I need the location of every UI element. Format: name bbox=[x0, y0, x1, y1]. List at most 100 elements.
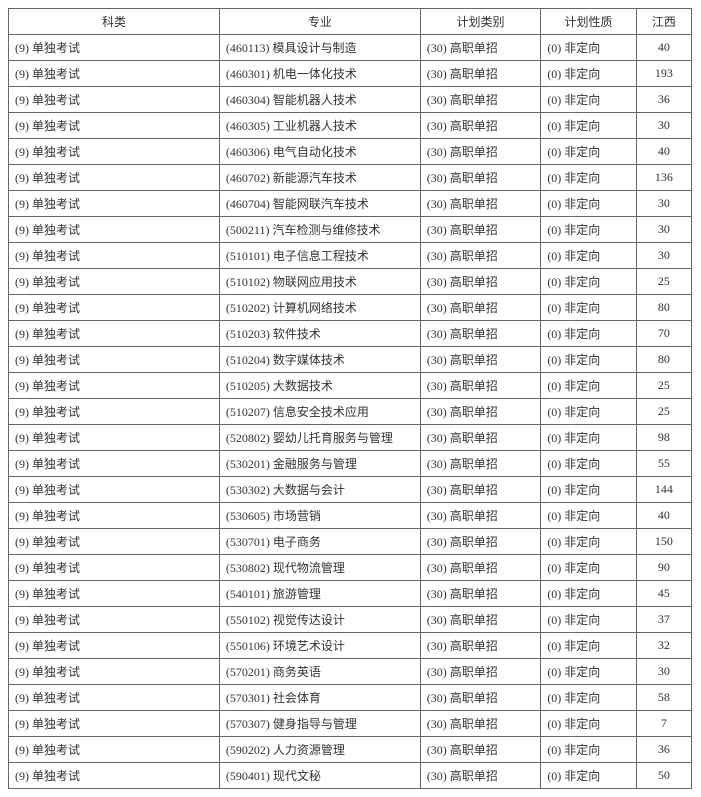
table-row: (9) 单独考试(460702) 新能源汽车技术(30) 高职单招(0) 非定向… bbox=[9, 165, 692, 191]
cell: (30) 高职单招 bbox=[420, 633, 541, 659]
cell: 30 bbox=[636, 191, 691, 217]
cell: (9) 单独考试 bbox=[9, 399, 220, 425]
cell: (9) 单独考试 bbox=[9, 373, 220, 399]
cell: 30 bbox=[636, 243, 691, 269]
cell: (30) 高职单招 bbox=[420, 477, 541, 503]
cell: (9) 单独考试 bbox=[9, 35, 220, 61]
cell: (0) 非定向 bbox=[541, 191, 636, 217]
cell: (30) 高职单招 bbox=[420, 399, 541, 425]
cell: (0) 非定向 bbox=[541, 373, 636, 399]
cell: (0) 非定向 bbox=[541, 555, 636, 581]
cell: 45 bbox=[636, 581, 691, 607]
cell: (0) 非定向 bbox=[541, 763, 636, 789]
cell: (9) 单独考试 bbox=[9, 477, 220, 503]
cell: (0) 非定向 bbox=[541, 659, 636, 685]
cell: (30) 高职单招 bbox=[420, 295, 541, 321]
cell: (0) 非定向 bbox=[541, 711, 636, 737]
cell: (0) 非定向 bbox=[541, 269, 636, 295]
cell: 40 bbox=[636, 35, 691, 61]
cell: 50 bbox=[636, 763, 691, 789]
col-header-subject: 科类 bbox=[9, 9, 220, 35]
cell: (0) 非定向 bbox=[541, 295, 636, 321]
cell: (520802) 婴幼儿托育服务与管理 bbox=[219, 425, 420, 451]
cell: (9) 单独考试 bbox=[9, 87, 220, 113]
cell: (30) 高职单招 bbox=[420, 373, 541, 399]
cell: (9) 单独考试 bbox=[9, 763, 220, 789]
table-row: (9) 单独考试(520802) 婴幼儿托育服务与管理(30) 高职单招(0) … bbox=[9, 425, 692, 451]
cell: (540101) 旅游管理 bbox=[219, 581, 420, 607]
cell: (0) 非定向 bbox=[541, 425, 636, 451]
table-row: (9) 单独考试(510101) 电子信息工程技术(30) 高职单招(0) 非定… bbox=[9, 243, 692, 269]
cell: (500211) 汽车检测与维修技术 bbox=[219, 217, 420, 243]
cell: (30) 高职单招 bbox=[420, 61, 541, 87]
cell: (0) 非定向 bbox=[541, 35, 636, 61]
cell: (9) 单独考试 bbox=[9, 607, 220, 633]
table-body: (9) 单独考试(460113) 模具设计与制造(30) 高职单招(0) 非定向… bbox=[9, 35, 692, 789]
cell: 80 bbox=[636, 347, 691, 373]
cell: 40 bbox=[636, 139, 691, 165]
table-row: (9) 单独考试(510102) 物联网应用技术(30) 高职单招(0) 非定向… bbox=[9, 269, 692, 295]
cell: (30) 高职单招 bbox=[420, 425, 541, 451]
table-row: (9) 单独考试(570301) 社会体育(30) 高职单招(0) 非定向58 bbox=[9, 685, 692, 711]
cell: (30) 高职单招 bbox=[420, 737, 541, 763]
cell: (9) 单独考试 bbox=[9, 555, 220, 581]
cell: (510203) 软件技术 bbox=[219, 321, 420, 347]
cell: (460704) 智能网联汽车技术 bbox=[219, 191, 420, 217]
cell: (9) 单独考试 bbox=[9, 217, 220, 243]
table-row: (9) 单独考试(530605) 市场营销(30) 高职单招(0) 非定向40 bbox=[9, 503, 692, 529]
cell: (460301) 机电一体化技术 bbox=[219, 61, 420, 87]
cell: (9) 单独考试 bbox=[9, 243, 220, 269]
col-header-major: 专业 bbox=[219, 9, 420, 35]
cell: (0) 非定向 bbox=[541, 477, 636, 503]
table-row: (9) 单独考试(540101) 旅游管理(30) 高职单招(0) 非定向45 bbox=[9, 581, 692, 607]
table-row: (9) 单独考试(530802) 现代物流管理(30) 高职单招(0) 非定向9… bbox=[9, 555, 692, 581]
cell: (530701) 电子商务 bbox=[219, 529, 420, 555]
table-row: (9) 单独考试(460704) 智能网联汽车技术(30) 高职单招(0) 非定… bbox=[9, 191, 692, 217]
cell: (9) 单独考试 bbox=[9, 425, 220, 451]
cell: 25 bbox=[636, 269, 691, 295]
table-row: (9) 单独考试(460113) 模具设计与制造(30) 高职单招(0) 非定向… bbox=[9, 35, 692, 61]
cell: (0) 非定向 bbox=[541, 581, 636, 607]
table-row: (9) 单独考试(510207) 信息安全技术应用(30) 高职单招(0) 非定… bbox=[9, 399, 692, 425]
cell: 193 bbox=[636, 61, 691, 87]
cell: (590202) 人力资源管理 bbox=[219, 737, 420, 763]
table-row: (9) 单独考试(550106) 环境艺术设计(30) 高职单招(0) 非定向3… bbox=[9, 633, 692, 659]
cell: (0) 非定向 bbox=[541, 347, 636, 373]
cell: (570201) 商务英语 bbox=[219, 659, 420, 685]
table-row: (9) 单独考试(510204) 数字媒体技术(30) 高职单招(0) 非定向8… bbox=[9, 347, 692, 373]
cell: (510205) 大数据技术 bbox=[219, 373, 420, 399]
cell: (510102) 物联网应用技术 bbox=[219, 269, 420, 295]
cell: (0) 非定向 bbox=[541, 737, 636, 763]
cell: 70 bbox=[636, 321, 691, 347]
cell: (510204) 数字媒体技术 bbox=[219, 347, 420, 373]
cell: 40 bbox=[636, 503, 691, 529]
cell: (30) 高职单招 bbox=[420, 191, 541, 217]
cell: (30) 高职单招 bbox=[420, 87, 541, 113]
cell: (0) 非定向 bbox=[541, 451, 636, 477]
cell: (510202) 计算机网络技术 bbox=[219, 295, 420, 321]
cell: (9) 单独考试 bbox=[9, 295, 220, 321]
cell: (30) 高职单招 bbox=[420, 243, 541, 269]
cell: (0) 非定向 bbox=[541, 243, 636, 269]
col-header-plan-nature: 计划性质 bbox=[541, 9, 636, 35]
cell: 90 bbox=[636, 555, 691, 581]
cell: (510101) 电子信息工程技术 bbox=[219, 243, 420, 269]
cell: (9) 单独考试 bbox=[9, 139, 220, 165]
cell: (30) 高职单招 bbox=[420, 581, 541, 607]
cell: (30) 高职单招 bbox=[420, 555, 541, 581]
cell: (9) 单独考试 bbox=[9, 737, 220, 763]
table-row: (9) 单独考试(590401) 现代文秘(30) 高职单招(0) 非定向50 bbox=[9, 763, 692, 789]
cell: 55 bbox=[636, 451, 691, 477]
table-row: (9) 单独考试(500211) 汽车检测与维修技术(30) 高职单招(0) 非… bbox=[9, 217, 692, 243]
cell: 98 bbox=[636, 425, 691, 451]
col-header-jiangxi: 江西 bbox=[636, 9, 691, 35]
cell: (30) 高职单招 bbox=[420, 711, 541, 737]
cell: (0) 非定向 bbox=[541, 633, 636, 659]
cell: 30 bbox=[636, 659, 691, 685]
cell: (570301) 社会体育 bbox=[219, 685, 420, 711]
cell: (9) 单独考试 bbox=[9, 61, 220, 87]
cell: (30) 高职单招 bbox=[420, 113, 541, 139]
cell: 37 bbox=[636, 607, 691, 633]
cell: (460113) 模具设计与制造 bbox=[219, 35, 420, 61]
table-row: (9) 单独考试(530201) 金融服务与管理(30) 高职单招(0) 非定向… bbox=[9, 451, 692, 477]
